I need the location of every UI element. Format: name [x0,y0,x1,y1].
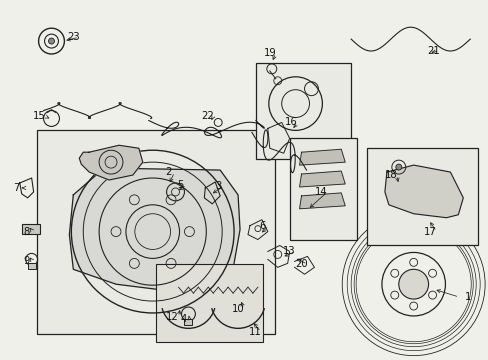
Bar [289,138,356,239]
Text: 1: 1 [464,292,470,302]
Text: 2: 2 [165,167,171,177]
Text: 12: 12 [166,312,179,322]
Bar [155,264,263,342]
Text: 13: 13 [283,247,295,256]
Text: 16: 16 [285,117,297,127]
Text: 11: 11 [248,327,261,337]
Text: 17: 17 [423,226,436,237]
Bar [21,224,40,234]
Text: 18: 18 [384,170,396,180]
Bar [37,130,274,334]
Text: 6: 6 [259,221,265,231]
Text: 9: 9 [23,256,30,266]
Text: 20: 20 [295,259,307,269]
Bar [28,264,36,269]
Circle shape [48,38,54,44]
Bar [184,319,192,325]
Text: 19: 19 [263,48,276,58]
Text: 5: 5 [177,180,183,190]
Text: 15: 15 [33,112,46,121]
Text: 8: 8 [23,226,30,237]
Polygon shape [384,165,462,218]
Text: 7: 7 [14,183,20,193]
Polygon shape [299,193,345,209]
Text: 10: 10 [231,304,244,314]
Polygon shape [299,171,345,187]
Circle shape [395,164,401,170]
Polygon shape [69,168,240,289]
Circle shape [398,269,427,299]
Polygon shape [299,149,345,165]
Text: 21: 21 [427,46,439,56]
Bar [255,63,350,159]
Bar [366,148,477,246]
Text: 22: 22 [201,112,213,121]
Text: 23: 23 [67,32,80,42]
Text: 4: 4 [180,314,186,324]
Text: 3: 3 [215,181,221,191]
Text: 14: 14 [314,187,327,197]
Polygon shape [79,145,142,180]
